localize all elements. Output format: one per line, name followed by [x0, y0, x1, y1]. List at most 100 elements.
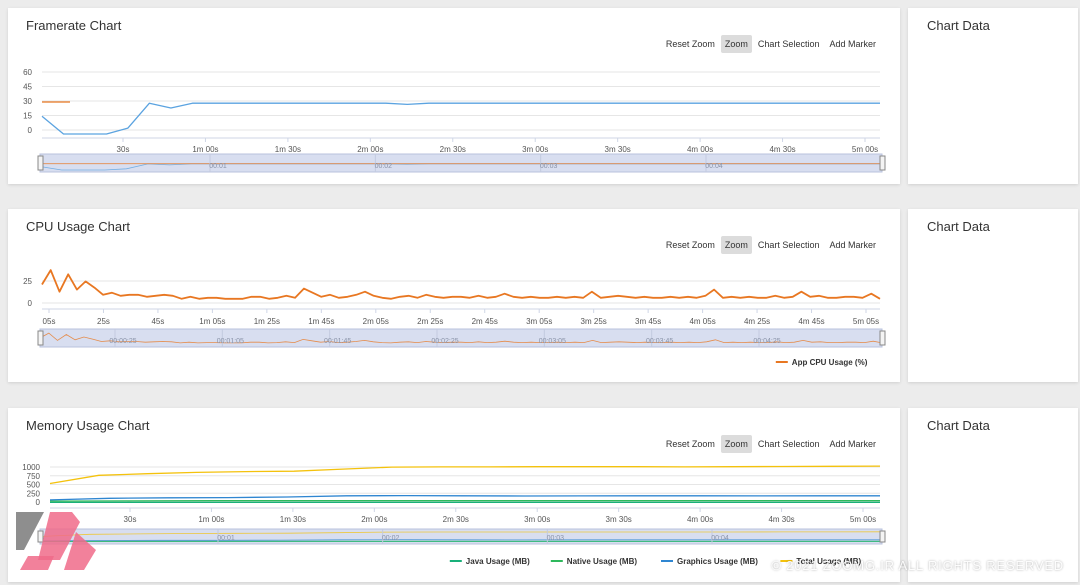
navigator-series	[39, 332, 883, 344]
y-tick-label: 60	[23, 68, 32, 77]
x-tick-label: 4m 45s	[798, 317, 824, 326]
framerate-data-title: Chart Data	[927, 18, 990, 33]
navigator-handle[interactable]	[37, 155, 44, 171]
add-marker-button[interactable]: Add Marker	[829, 240, 876, 250]
series-line	[41, 102, 880, 135]
add-marker-button[interactable]: Add Marker	[829, 439, 876, 449]
y-tick-label: 750	[27, 472, 41, 481]
series-line	[49, 494, 880, 501]
memory-card: Memory Usage Chart Reset Zoom Zoom Chart…	[8, 408, 900, 582]
navigator-handle[interactable]	[879, 330, 886, 346]
navigator-series	[39, 531, 883, 537]
navigator-tick-label: 00:01	[217, 535, 235, 542]
x-tick-label: 1m 05s	[199, 317, 225, 326]
x-tick-label: 3m 30s	[605, 145, 631, 154]
navigator-tick-label: 00:03:05	[539, 338, 566, 345]
x-tick-label: 5m 00s	[852, 145, 878, 154]
navigator-tick-label: 00:04	[711, 535, 729, 542]
x-tick-label: 2m 00s	[361, 515, 387, 524]
cpu-title: CPU Usage Chart	[26, 219, 131, 234]
framerate-plot[interactable]: 60 45 30 15 0 30s 1m 00s 1m 30s 2m 00s 2m 30s 3m 0…	[8, 8, 900, 184]
zoom-button[interactable]: Zoom	[720, 35, 752, 53]
legend-item[interactable]: Native Usage (MB)	[567, 557, 638, 566]
cpu-plot[interactable]: 25 0 05s 25s 45s 1m 05s 1m 25s 1m 45s 2m 05s 2m 2…	[8, 209, 900, 382]
framerate-title: Framerate Chart	[26, 18, 122, 33]
navigator-tick-label: 00:04	[705, 163, 723, 170]
navigator-tick-label: 00:03	[540, 163, 558, 170]
x-tick-label: 1m 30s	[280, 515, 306, 524]
navigator-window	[39, 153, 883, 173]
memory-toolbar: Reset Zoom Zoom Chart Selection Add Mark…	[662, 435, 880, 453]
legend-item[interactable]: App CPU Usage (%)	[792, 358, 868, 367]
x-tick-label: 05s	[43, 317, 56, 326]
x-tick-label: 1m 25s	[254, 317, 280, 326]
navigator-handle[interactable]	[37, 330, 44, 346]
y-tick-label: 1000	[22, 463, 40, 472]
watermark: © 2021 ZOOMG.IR ALL RIGHTS RESERVED	[771, 558, 1064, 573]
navigator-tick-label: 00:01:45	[324, 338, 351, 345]
navigator-tick-label: 00:03:45	[646, 338, 673, 345]
cpu-data-title: Chart Data	[927, 219, 990, 234]
y-tick-label: 0	[28, 126, 33, 135]
reset-zoom-button[interactable]: Reset Zoom	[665, 39, 715, 49]
x-tick-label: 2m 45s	[472, 317, 498, 326]
navigator-handle[interactable]	[37, 530, 44, 543]
legend-item[interactable]: Total Usage (MB)	[796, 557, 861, 566]
framerate-card: Framerate Chart Reset Zoom Zoom Chart Se…	[8, 8, 900, 184]
memory-data-panel: Chart Data	[908, 408, 1078, 582]
x-tick-label: 5m 05s	[853, 317, 879, 326]
navigator-series	[39, 539, 882, 542]
chart-selection-button[interactable]: Chart Selection	[757, 240, 820, 250]
legend-item[interactable]: Java Usage (MB)	[466, 557, 530, 566]
navigator-tick-label: 00:03	[547, 535, 565, 542]
cpu-card: CPU Usage Chart Reset Zoom Zoom Chart Se…	[8, 209, 900, 382]
x-tick-label: 1m 45s	[308, 317, 334, 326]
navigator-tick-label: 00:02:25	[431, 338, 458, 345]
framerate-data-panel: Chart Data	[908, 8, 1078, 184]
x-tick-label: 4m 30s	[769, 145, 795, 154]
zoomg-logo-icon	[16, 512, 96, 570]
x-tick-label: 3m 45s	[635, 317, 661, 326]
y-tick-label: 0	[28, 299, 33, 308]
x-tick-label: 4m 00s	[687, 145, 713, 154]
navigator-handle[interactable]	[879, 530, 886, 543]
reset-zoom-button[interactable]: Reset Zoom	[665, 240, 715, 250]
x-tick-label: 25s	[97, 317, 110, 326]
chart-selection-button[interactable]: Chart Selection	[757, 439, 820, 449]
x-tick-label: 2m 05s	[363, 317, 389, 326]
memory-title: Memory Usage Chart	[26, 418, 150, 433]
x-tick-label: 4m 25s	[744, 317, 770, 326]
chart-selection-button[interactable]: Chart Selection	[757, 39, 820, 49]
x-tick-label: 3m 00s	[524, 515, 550, 524]
navigator-tick-label: 00:01	[209, 163, 227, 170]
series-line	[49, 465, 881, 485]
cpu-data-panel: Chart Data	[908, 209, 1078, 382]
x-tick-label: 3m 25s	[581, 317, 607, 326]
reset-zoom-button[interactable]: Reset Zoom	[665, 439, 715, 449]
x-tick-label: 45s	[151, 317, 164, 326]
x-tick-label: 2m 30s	[440, 145, 466, 154]
x-tick-label: 2m 00s	[357, 145, 383, 154]
x-tick-label: 4m 05s	[689, 317, 715, 326]
y-tick-label: 15	[23, 112, 32, 121]
zoom-button[interactable]: Zoom	[720, 236, 752, 254]
legend-item[interactable]: Graphics Usage (MB)	[677, 557, 758, 566]
x-tick-label: 4m 00s	[687, 515, 713, 524]
x-tick-label: 2m 30s	[443, 515, 469, 524]
y-tick-label: 30	[23, 97, 32, 106]
y-tick-label: 0	[36, 498, 41, 507]
add-marker-button[interactable]: Add Marker	[829, 39, 876, 49]
x-tick-label: 5m 00s	[850, 515, 876, 524]
navigator-handle[interactable]	[879, 155, 886, 171]
cpu-toolbar: Reset Zoom Zoom Chart Selection Add Mark…	[662, 236, 880, 254]
framerate-toolbar: Reset Zoom Zoom Chart Selection Add Mark…	[662, 35, 880, 53]
x-tick-label: 2m 25s	[417, 317, 443, 326]
x-tick-label: 3m 30s	[606, 515, 632, 524]
navigator-tick-label: 00:01:05	[217, 338, 244, 345]
x-tick-label: 3m 05s	[526, 317, 552, 326]
y-tick-label: 25	[23, 277, 32, 286]
memory-data-title: Chart Data	[927, 418, 990, 433]
zoom-button[interactable]: Zoom	[720, 435, 752, 453]
y-tick-label: 500	[27, 481, 41, 490]
